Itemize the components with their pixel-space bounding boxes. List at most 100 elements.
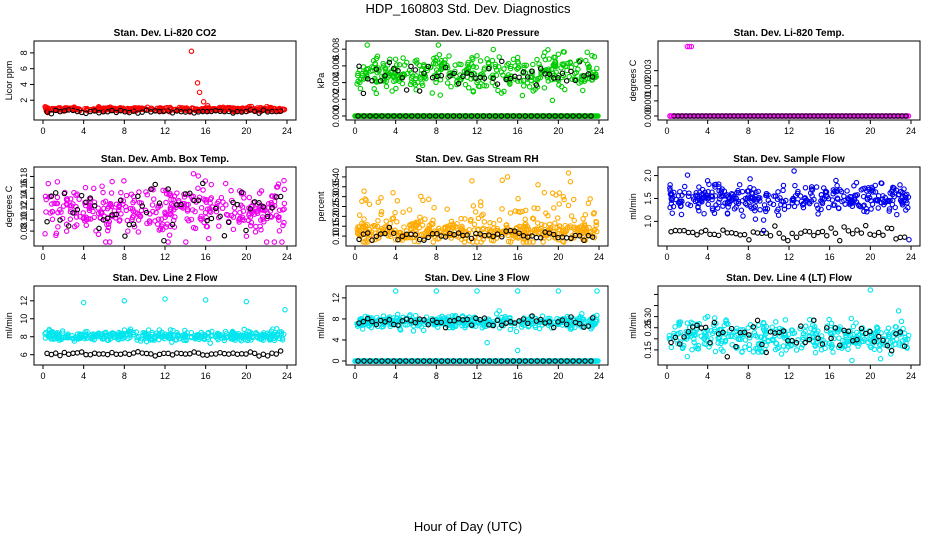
data-point (196, 89, 203, 96)
data-point (790, 197, 796, 204)
data-point (800, 200, 807, 207)
data-point (281, 200, 288, 207)
data-point (828, 327, 834, 333)
data-point (444, 206, 450, 212)
data-point-black (364, 230, 371, 236)
data-point (882, 342, 888, 348)
data-point (886, 333, 893, 340)
data-point (803, 323, 809, 329)
y-tick-label: 0.004 (331, 71, 341, 94)
data-point (685, 193, 692, 200)
data-point (271, 239, 278, 245)
y-tick-label: 6 (19, 352, 29, 357)
data-point (721, 322, 728, 329)
data-point (524, 80, 531, 86)
data-point (868, 187, 875, 194)
data-point-black (724, 230, 731, 236)
x-tick-label: 12 (160, 252, 170, 262)
data-point (216, 223, 222, 229)
data-point (243, 233, 250, 239)
data-point (185, 218, 192, 224)
data-point (160, 187, 166, 194)
data-point-black (187, 351, 193, 357)
x-tick-label: 24 (906, 371, 916, 381)
data-point (555, 288, 562, 294)
data-point (552, 59, 559, 65)
data-point (275, 181, 282, 187)
x-tick-label: 24 (282, 126, 292, 136)
data-point-black (832, 325, 839, 331)
y-tick-label: 1.5 (643, 192, 653, 205)
data-point (691, 339, 697, 346)
data-point (236, 219, 242, 225)
data-point-black (251, 108, 258, 114)
data-point (530, 61, 536, 68)
data-point (49, 216, 56, 223)
data-point (218, 194, 225, 201)
data-point (484, 339, 490, 346)
data-point-black (48, 193, 55, 199)
data-point-black (540, 113, 546, 119)
data-point (775, 189, 781, 195)
data-point (363, 66, 370, 73)
data-point (375, 199, 381, 206)
data-point (507, 326, 514, 333)
data-point (457, 72, 463, 78)
data-point (572, 226, 578, 233)
data-point (704, 313, 711, 320)
data-point (830, 187, 837, 193)
data-point (860, 193, 867, 200)
data-point-black (100, 351, 107, 357)
data-point-black (373, 113, 379, 119)
data-point (274, 106, 280, 113)
data-point-black (563, 235, 570, 241)
data-point (491, 231, 497, 237)
x-tick-label: 8 (122, 371, 127, 381)
data-point (158, 216, 165, 222)
data-point (770, 201, 777, 208)
x-tick-label: 8 (434, 252, 439, 262)
data-point-black (724, 354, 731, 360)
data-point (228, 335, 234, 342)
data-point (43, 196, 49, 203)
data-point-black (546, 113, 552, 119)
data-point (571, 217, 577, 224)
data-point (223, 211, 230, 218)
data-point (738, 207, 745, 214)
data-point (736, 181, 743, 188)
data-point (481, 219, 488, 225)
data-point (591, 53, 598, 60)
y-tick-label: 0.20 (331, 208, 341, 226)
data-point-black (516, 230, 522, 236)
data-point (478, 232, 484, 238)
data-point (746, 341, 753, 348)
data-point (262, 332, 268, 339)
data-point (813, 184, 820, 190)
data-point-black (455, 80, 462, 87)
data-point-black (456, 113, 463, 119)
data-point (159, 334, 166, 340)
x-tick-label: 16 (825, 252, 835, 262)
data-point (450, 324, 456, 331)
data-point (853, 320, 859, 326)
panel-title: Stan. Dev. Line 3 Flow (425, 273, 530, 284)
data-point-black (576, 58, 583, 65)
data-point (892, 204, 898, 211)
data-point-black (733, 230, 739, 237)
data-point-black (395, 67, 401, 74)
chart-panel-4: Stan. Dev. Amb. Box Temp.degrees C0 4 8 12 1… (4, 154, 297, 262)
data-point-black (243, 227, 249, 234)
data-point (214, 200, 220, 207)
data-point (142, 335, 149, 341)
data-point-black (369, 78, 375, 84)
data-point (404, 70, 411, 77)
data-point-black (48, 110, 55, 117)
data-point (701, 210, 707, 217)
data-point (271, 198, 278, 205)
data-point (426, 196, 432, 203)
data-point (581, 222, 588, 229)
data-point (247, 222, 254, 229)
x-tick-label: 16 (513, 252, 523, 262)
